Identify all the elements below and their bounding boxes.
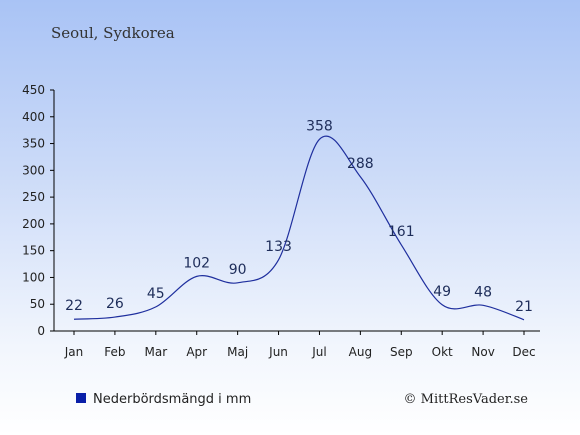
data-label: 26 <box>106 296 124 312</box>
data-point <box>318 138 321 141</box>
data-point <box>154 305 157 308</box>
data-point <box>400 243 403 246</box>
data-labels: 22 26 45 102 90 133 358 288 161 49 48 21 <box>65 118 533 314</box>
x-tick-label: Aug <box>349 345 372 359</box>
y-tick-label: 100 <box>22 270 45 284</box>
data-point <box>195 275 198 278</box>
legend-label: Nederbördsmängd i mm <box>93 392 251 407</box>
y-tick-label: 0 <box>37 324 45 338</box>
chart-title: Seoul, Sydkorea <box>51 24 175 42</box>
x-tick-label: Jul <box>311 345 326 359</box>
data-point <box>277 258 280 261</box>
x-tick-label: Maj <box>227 345 248 359</box>
data-label: 22 <box>65 298 83 314</box>
data-point <box>73 318 76 321</box>
data-point <box>359 175 362 178</box>
y-tick-label: 150 <box>22 244 45 258</box>
data-point <box>113 316 116 319</box>
x-tick-label: Apr <box>186 345 207 359</box>
y-tick-label: 300 <box>22 163 45 177</box>
data-point <box>236 281 239 284</box>
x-tick-label: Jan <box>64 345 84 359</box>
data-label: 45 <box>147 286 165 302</box>
credit-text: © MittResVader.se <box>404 392 529 407</box>
y-tick-label: 50 <box>30 297 45 311</box>
data-label: 48 <box>474 284 492 300</box>
data-label: 161 <box>388 224 415 240</box>
x-tick-label: Dec <box>512 345 535 359</box>
data-label: 21 <box>515 299 533 315</box>
y-tick-label: 400 <box>22 110 45 124</box>
data-label: 358 <box>306 118 333 134</box>
x-tick-label: Okt <box>432 345 453 359</box>
data-label: 133 <box>265 239 292 255</box>
y-tick-label: 450 <box>22 83 45 97</box>
x-tick-label: Feb <box>104 345 125 359</box>
y-tick-label: 350 <box>22 137 45 151</box>
y-tick-label: 200 <box>22 217 45 231</box>
precipitation-line <box>73 135 525 321</box>
axes: 0 50 100 150 200 250 300 350 400 450 Jan Feb Mar Apr M… <box>22 83 540 359</box>
data-point <box>441 303 444 306</box>
x-tick-label: Sep <box>390 345 413 359</box>
x-tick-label: Jun <box>268 345 288 359</box>
data-label: 49 <box>433 284 451 300</box>
y-tick-label: 250 <box>22 190 45 204</box>
data-point <box>482 304 485 307</box>
data-label: 288 <box>347 156 374 172</box>
data-point <box>523 318 526 321</box>
data-label: 90 <box>229 262 247 278</box>
legend-swatch <box>76 393 86 403</box>
series <box>73 135 526 321</box>
x-tick-label: Nov <box>471 345 494 359</box>
x-tick-label: Mar <box>144 345 167 359</box>
data-label: 102 <box>183 255 210 271</box>
